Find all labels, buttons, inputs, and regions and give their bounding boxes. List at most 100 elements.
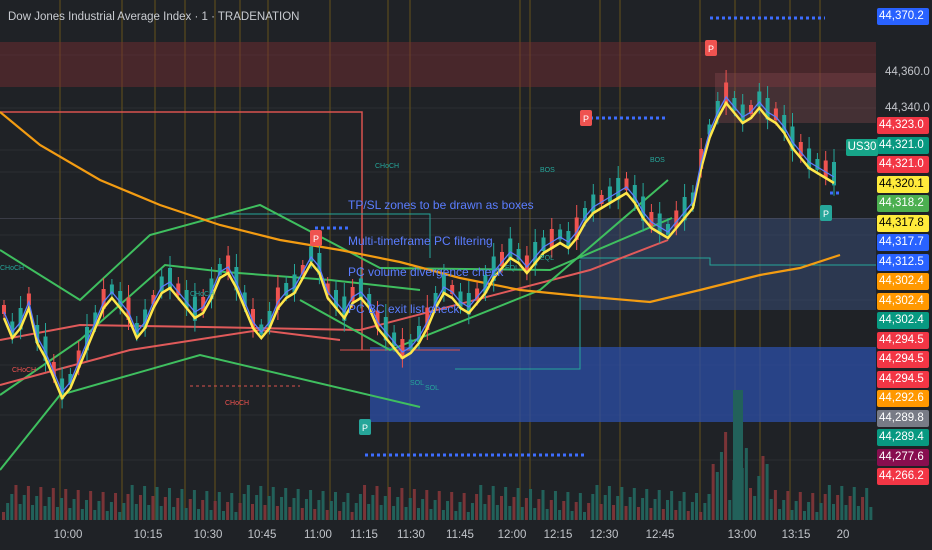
candle-body xyxy=(641,196,646,221)
candle-body xyxy=(217,264,222,275)
price-label: 44,289.4 xyxy=(877,429,929,446)
volume-bar xyxy=(620,487,624,520)
candle-body xyxy=(757,91,762,107)
volume-bar xyxy=(143,486,147,520)
candle-body xyxy=(134,323,139,336)
volume-bar xyxy=(209,510,213,520)
volume-bar xyxy=(541,490,545,520)
candle-body xyxy=(300,265,305,274)
price-label: 44,302.4 xyxy=(877,273,929,290)
volume-bar xyxy=(537,499,541,520)
volume-bar xyxy=(109,502,113,520)
annotation-text: PC volume divergence check xyxy=(348,265,504,279)
candle-body xyxy=(765,98,770,120)
volume-bar xyxy=(392,506,396,520)
structure-label: CHoCH xyxy=(225,400,249,407)
candle-body xyxy=(2,305,6,314)
candle-body xyxy=(159,276,164,292)
volume-bar xyxy=(201,500,205,520)
volume-bar xyxy=(574,502,578,520)
volume-bar xyxy=(587,503,591,520)
pivot-marker xyxy=(359,419,371,435)
volume-bar xyxy=(412,489,416,520)
volume-bar xyxy=(26,486,30,520)
candle-body xyxy=(367,294,372,305)
volume-bar xyxy=(151,496,155,520)
x-tick-label: 12:45 xyxy=(645,529,675,541)
price-label: 44,370.2 xyxy=(877,8,929,25)
volume-bar xyxy=(827,485,831,520)
y-grid-label: 44,360.0 xyxy=(885,66,930,78)
candle-body xyxy=(516,249,521,260)
volume-bar xyxy=(404,507,408,520)
volume-bar xyxy=(666,500,669,520)
candle-body xyxy=(18,308,23,330)
volume-bar xyxy=(495,505,499,520)
volume-bar xyxy=(18,504,22,520)
candle-body xyxy=(815,159,820,170)
volume-bar xyxy=(122,503,126,520)
chart-title[interactable]: Dow Jones Industrial Average Index · 1 ·… xyxy=(8,11,300,23)
volume-bar xyxy=(60,498,64,520)
candle-body xyxy=(458,291,463,307)
volume-bar xyxy=(147,505,151,520)
candle-body xyxy=(334,290,338,308)
volume-bar xyxy=(255,495,259,520)
candle-body xyxy=(790,126,795,151)
volume-bar xyxy=(251,504,254,520)
price-label: 44,292.6 xyxy=(877,390,929,407)
volume-bar xyxy=(105,511,109,520)
channel-line xyxy=(0,239,669,341)
volume-bar xyxy=(715,472,719,520)
structure-label: CHoCH xyxy=(190,291,214,298)
volume-bar xyxy=(603,495,607,520)
structure-label: BOS xyxy=(650,157,665,164)
volume-bar xyxy=(699,512,703,520)
volume-bar xyxy=(765,464,769,520)
volume-bar xyxy=(462,493,466,520)
volume-bar xyxy=(711,464,715,520)
price-label: 44,312.5 xyxy=(877,253,929,271)
price-label: 44,302.4 xyxy=(877,312,929,329)
volume-bar xyxy=(807,502,811,520)
volume-bar xyxy=(43,506,47,520)
candle-body xyxy=(242,292,247,306)
price-label: 44,277.6 xyxy=(877,448,929,466)
volume-bar xyxy=(437,491,441,520)
candle-body xyxy=(408,339,413,350)
candle-body xyxy=(773,108,778,121)
volume-bar xyxy=(695,493,699,520)
volume-bar xyxy=(387,487,391,520)
candle-body xyxy=(417,326,421,343)
volume-bar xyxy=(728,500,732,520)
volume-bar xyxy=(819,503,823,520)
candle-body xyxy=(740,104,745,124)
structure-label: EQL xyxy=(540,255,554,262)
x-tick-label: 11:45 xyxy=(446,529,474,541)
volume-bar xyxy=(446,501,450,520)
volume-bar xyxy=(558,510,562,520)
volume-bar xyxy=(483,504,487,520)
volume-bar xyxy=(400,488,404,520)
x-tick-label: 10:15 xyxy=(133,529,163,541)
volume-bar xyxy=(176,498,180,520)
candle-body xyxy=(168,268,172,290)
pivot-marker-label: P xyxy=(313,234,319,244)
volume-bar xyxy=(491,486,495,520)
volume-bar xyxy=(134,504,138,520)
volume-bar xyxy=(624,506,628,520)
volume-bar xyxy=(338,511,342,520)
candle-body xyxy=(143,309,148,329)
volume-bar xyxy=(80,509,84,520)
volume-bar xyxy=(682,492,686,520)
volume-bar xyxy=(114,493,118,520)
volume-bar xyxy=(832,504,835,520)
volume-bar xyxy=(504,487,508,520)
volume-bar xyxy=(296,489,300,520)
volume-bar xyxy=(848,496,852,520)
volume-bar xyxy=(192,490,196,520)
candle-body xyxy=(682,197,687,221)
volume-bar xyxy=(749,488,752,520)
